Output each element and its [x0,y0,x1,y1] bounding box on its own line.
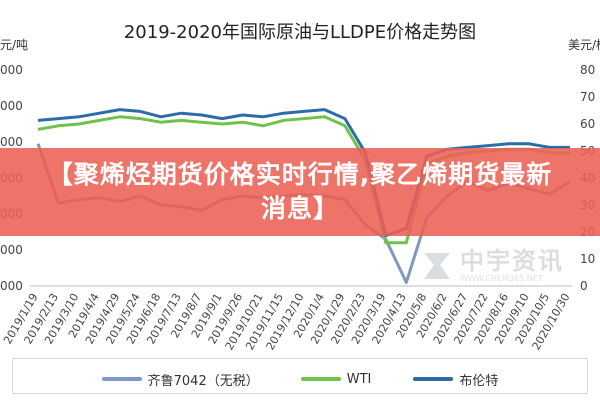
y-right-tick-label: 60 [580,117,595,131]
y-right-tick-label: 0 [580,279,588,293]
legend-item: 布伦特 [413,370,498,389]
y-left-tick-label: 000 [0,279,23,293]
y-right-tick-label: 10 [580,252,595,266]
legend-swatch-brent [413,377,454,381]
y-left-tick-label: 000 [0,243,23,257]
legend-label: 布伦特 [459,373,499,389]
watermark: 中宇资讯 WWW.CHEM365.NET [420,248,564,283]
chem365-logo-icon [424,252,450,279]
y-left-tick-label: 000 [0,99,23,113]
y-right-unit: 美元/桶 [568,37,600,52]
legend: 齐鲁7042（无税） WTI 布伦特 [0,368,600,390]
y-right-tick-label: 70 [580,90,595,104]
headline-banner[interactable]: 【聚烯烃期货价格实时行情,聚乙烯期货最新消息】 [0,148,600,236]
legend-item: 齐鲁7042（无税） [101,370,259,389]
y-left-unit: 元/吨 [0,38,28,52]
legend-label: WTI [346,371,372,387]
watermark-url: WWW.CHEM365.NET [460,274,543,283]
legend-frame [12,358,588,394]
y-right-tick-label: 80 [580,63,595,77]
y-left-tick-label: 000 [0,135,23,149]
chart-title: 2019-2020年国际原油与LLDPE价格走势图 [124,22,476,43]
legend-swatch-wti [300,377,341,381]
watermark-brand: 中宇资讯 [460,247,564,275]
x-ticks: 2019/1/192019/2/132019/3/102019/4/42019/… [1,291,572,352]
legend-swatch-qilu [101,377,142,381]
legend-label: 齐鲁7042（无税） [147,373,259,389]
y-left-tick-label: 000 [0,63,23,77]
headline-text: 【聚烯烃期货价格实时行情,聚乙烯期货最新消息】 [47,160,553,223]
series-line-2 [37,108,570,238]
legend-item: WTI [300,371,372,387]
